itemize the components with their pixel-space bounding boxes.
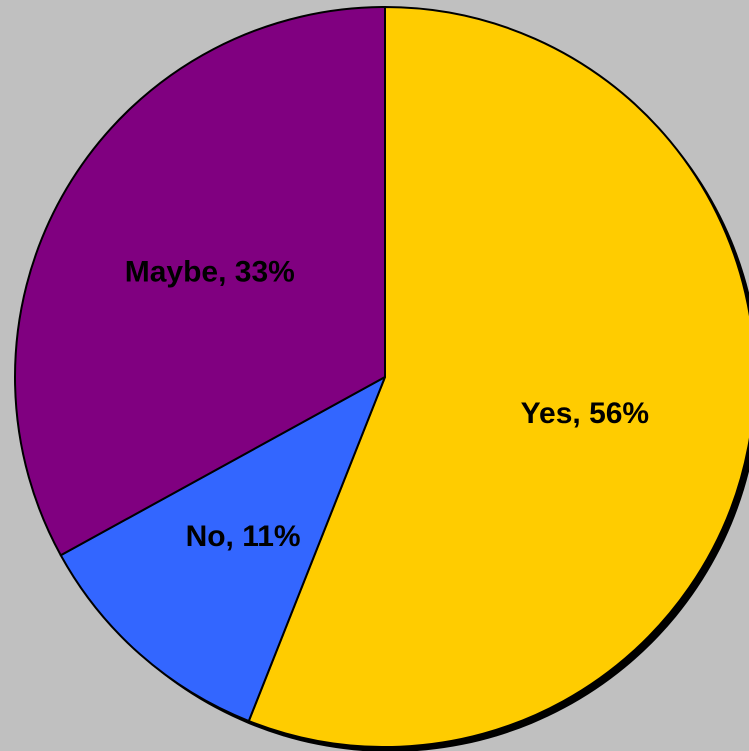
pie-label-yes: Yes, 56%: [521, 397, 649, 430]
pie-slice-maybe: [14, 6, 386, 557]
pie-label-no: No, 11%: [186, 520, 301, 553]
pie-slice-yes: [247, 6, 749, 748]
pie-labels: Yes, 56% No, 11% Maybe, 33%: [125, 255, 649, 553]
pie-slices: [14, 6, 749, 748]
pie-slice-no: [59, 376, 386, 723]
pie-label-maybe: Maybe, 33%: [125, 255, 295, 288]
